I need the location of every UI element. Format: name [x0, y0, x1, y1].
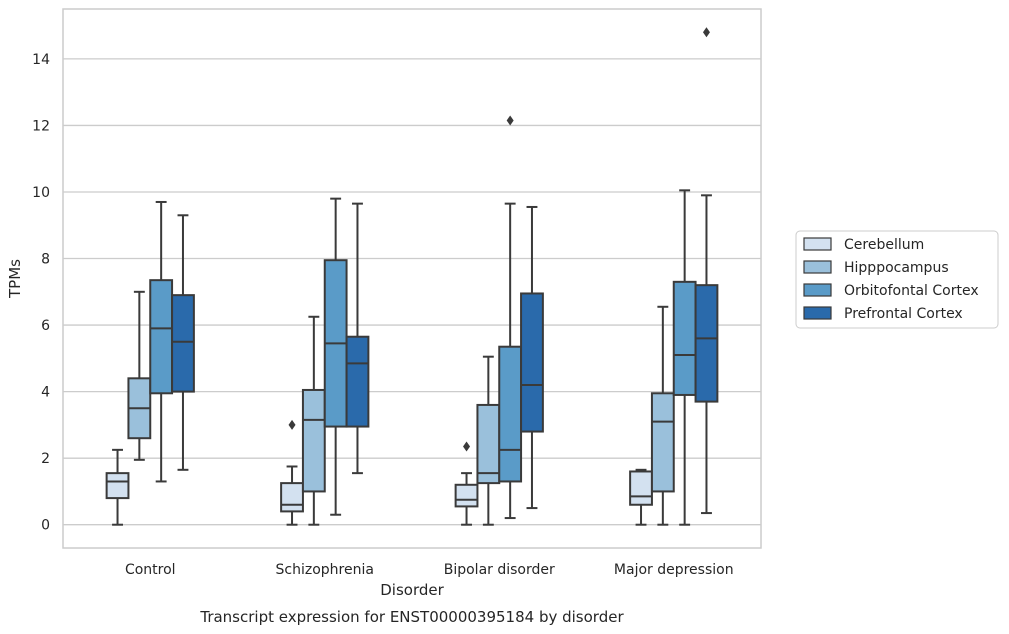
box: [105, 448, 130, 526]
box-body: [454, 483, 479, 508]
box-body: [149, 279, 174, 395]
box-series-group: [105, 27, 719, 526]
outlier-point: [463, 441, 471, 452]
legend-label: Prefrontal Cortex: [844, 306, 963, 322]
box: [280, 419, 304, 526]
y-tick-label: 8: [41, 252, 50, 268]
y-tick-label: 0: [41, 518, 50, 534]
box: [323, 197, 348, 516]
box: [520, 205, 544, 510]
legend-swatch: [803, 260, 832, 274]
y-tick-label: 10: [32, 185, 50, 201]
box-body: [650, 392, 675, 493]
x-tick-label: Control: [125, 562, 176, 578]
box-body: [629, 470, 653, 506]
legend-swatch: [803, 283, 832, 297]
legend-label: Orbitofontal Cortex: [844, 283, 979, 299]
outlier-point: [702, 27, 710, 38]
legend-swatch: [803, 237, 832, 251]
outlier-point: [506, 115, 514, 126]
x-tick-label: Bipolar disorder: [444, 562, 555, 578]
y-tick-label: 14: [32, 52, 50, 68]
box: [345, 202, 370, 475]
box-body: [171, 294, 195, 393]
x-axis-ticks: Control Schizophrenia Bipolar disorder Majo…: [125, 562, 734, 578]
box-body: [476, 403, 501, 485]
box: [498, 115, 523, 520]
box: [149, 200, 174, 483]
box: [301, 315, 326, 526]
y-axis-ticks: 0 2 4 6 8 10 12 14: [32, 52, 50, 534]
box-body: [345, 335, 370, 428]
legend: Cerebellum Hipppocampus Orbitofontal Corte…: [795, 230, 999, 329]
x-tick-label: Major depression: [614, 562, 734, 578]
box-body: [520, 292, 544, 433]
box: [629, 468, 653, 526]
box: [694, 27, 719, 515]
x-tick-label: Schizophrenia: [276, 562, 374, 578]
box: [454, 441, 479, 526]
box: [476, 355, 501, 526]
box: [171, 214, 195, 471]
y-axis-title: TPMs: [6, 259, 24, 299]
x-axis-title: Disorder: [380, 581, 444, 599]
box-body: [694, 284, 719, 403]
box: [650, 305, 675, 526]
box: [127, 290, 152, 461]
chart-caption: Transcript expression for ENST0000039518…: [199, 608, 624, 626]
legend-label: Hipppocampus: [844, 260, 949, 276]
box-body: [498, 345, 523, 483]
legend-label: Cerebellum: [844, 237, 924, 253]
box-body: [105, 472, 130, 500]
y-tick-label: 4: [41, 385, 50, 401]
legend-swatch: [803, 306, 832, 320]
box: [672, 189, 697, 526]
box-body: [672, 280, 697, 396]
y-tick-label: 2: [41, 451, 50, 467]
y-tick-label: 12: [32, 118, 50, 134]
legend-frame: [795, 230, 999, 329]
box-body: [301, 388, 326, 493]
box-body: [280, 482, 304, 513]
outlier-point: [288, 419, 296, 430]
plot-area-frame: [62, 8, 762, 549]
y-tick-label: 6: [41, 318, 50, 334]
